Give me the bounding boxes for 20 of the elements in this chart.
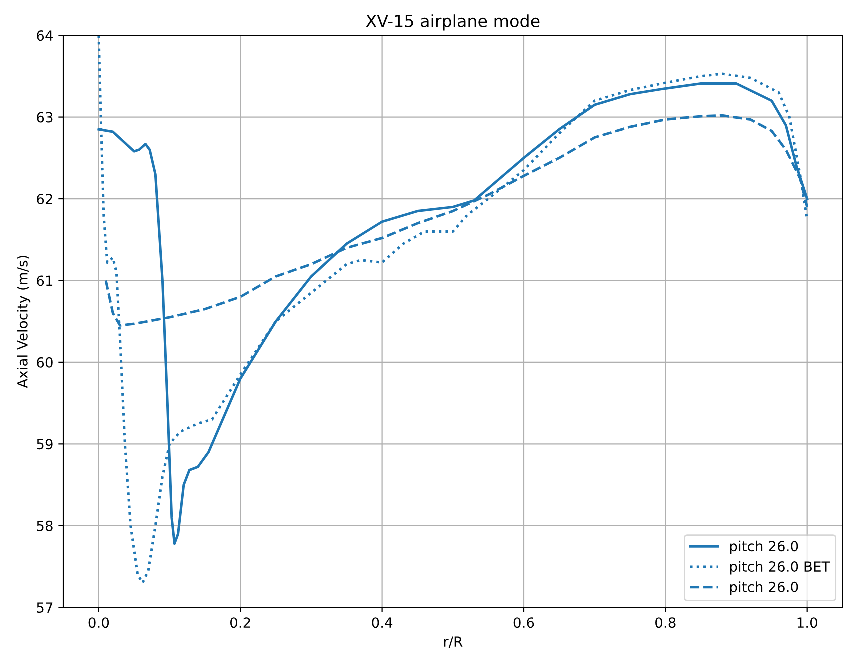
x-tick-label: 0.2 <box>230 618 250 628</box>
x-axis-title: r/R <box>444 636 463 648</box>
x-tick-label: 1.0 <box>798 618 818 628</box>
legend-label: pitch 26.0 <box>730 540 798 554</box>
y-axis-title: Axial Velocity (m/s) <box>17 256 31 388</box>
y-tick-label: 61 <box>37 276 53 286</box>
y-tick-label: 59 <box>37 439 53 450</box>
x-tick-label: 0.6 <box>514 618 534 628</box>
y-tick-label: 60 <box>37 357 53 368</box>
legend-label: pitch 26.0 BET <box>730 561 830 575</box>
y-tick-label: 57 <box>37 602 53 614</box>
legend-label: pitch 26.0 <box>730 582 798 596</box>
x-tick-label: 0.8 <box>656 618 676 628</box>
chart-title: XV-15 airplane mode <box>366 14 540 31</box>
x-tick-label: 0.0 <box>88 618 110 628</box>
x-tick-label: 0.4 <box>372 618 393 628</box>
y-tick-label: 62 <box>37 194 52 204</box>
y-tick-label: 58 <box>37 520 53 532</box>
y-tick-label: 64 <box>37 30 54 42</box>
y-tick-label: 63 <box>37 112 53 123</box>
